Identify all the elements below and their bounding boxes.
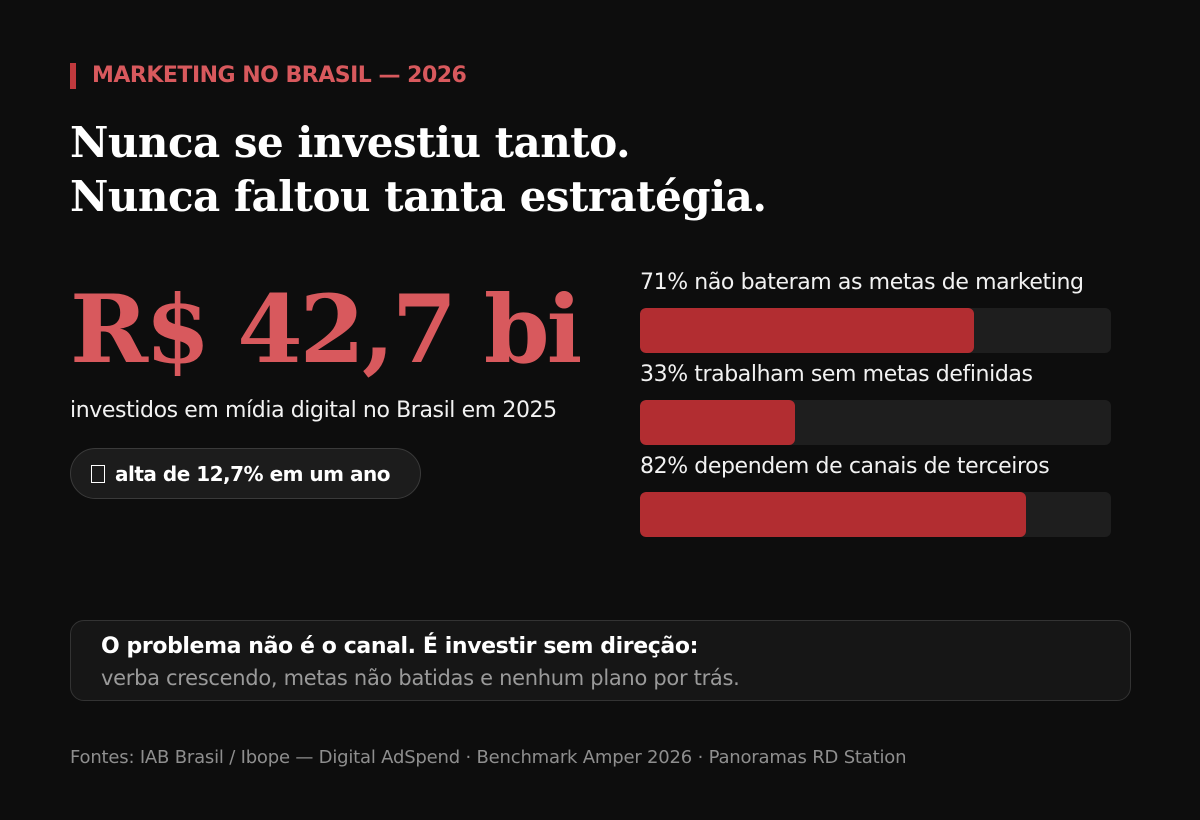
stat-goals-missed: 71% não bateram as metas de marketing: [640, 268, 1111, 353]
callout-subtitle: verba crescendo, metas não batidas e nen…: [101, 666, 740, 690]
stat-third-party: 82% dependem de canais de terceiros: [640, 452, 1111, 537]
trend-up-icon: [91, 464, 105, 483]
stat-no-goals: 33% trabalham sem metas definidas: [640, 360, 1111, 445]
headline-line-2: Nunca faltou tanta estratégia.: [70, 172, 767, 221]
sources-footnote: Fontes: IAB Brasil / Ibope — Digital AdS…: [70, 747, 907, 768]
headline: Nunca se investiu tanto. Nunca faltou ta…: [70, 116, 1130, 224]
stat-bar-track: [640, 492, 1111, 537]
stat-bar-track: [640, 400, 1111, 445]
stat-bar-fill: [640, 400, 796, 445]
section-eyebrow: MARKETING NO BRASIL — 2026: [70, 62, 467, 90]
stat-label: 71% não bateram as metas de marketing: [640, 270, 1084, 295]
headline-line-1: Nunca se investiu tanto.: [70, 118, 631, 167]
callout-title: O problema não é o canal. É investir sem…: [101, 634, 698, 659]
stat-label: 33% trabalham sem metas definidas: [640, 362, 1033, 387]
investment-value: R$ 42,7 bi: [70, 275, 582, 385]
stat-bar-track: [640, 308, 1111, 353]
problem-callout: O problema não é o canal. É investir sem…: [70, 620, 1131, 701]
stat-label: 82% dependem de canais de terceiros: [640, 454, 1050, 479]
eyebrow-label: MARKETING NO BRASIL — 2026: [92, 63, 467, 88]
stat-bar-fill: [640, 308, 975, 353]
accent-bar: [70, 63, 76, 89]
growth-badge-label: alta de 12,7% em um ano: [115, 461, 390, 486]
investment-caption: investidos em mídia digital no Brasil em…: [70, 398, 557, 423]
stat-bar-fill: [640, 492, 1027, 537]
growth-badge: alta de 12,7% em um ano: [70, 448, 421, 499]
